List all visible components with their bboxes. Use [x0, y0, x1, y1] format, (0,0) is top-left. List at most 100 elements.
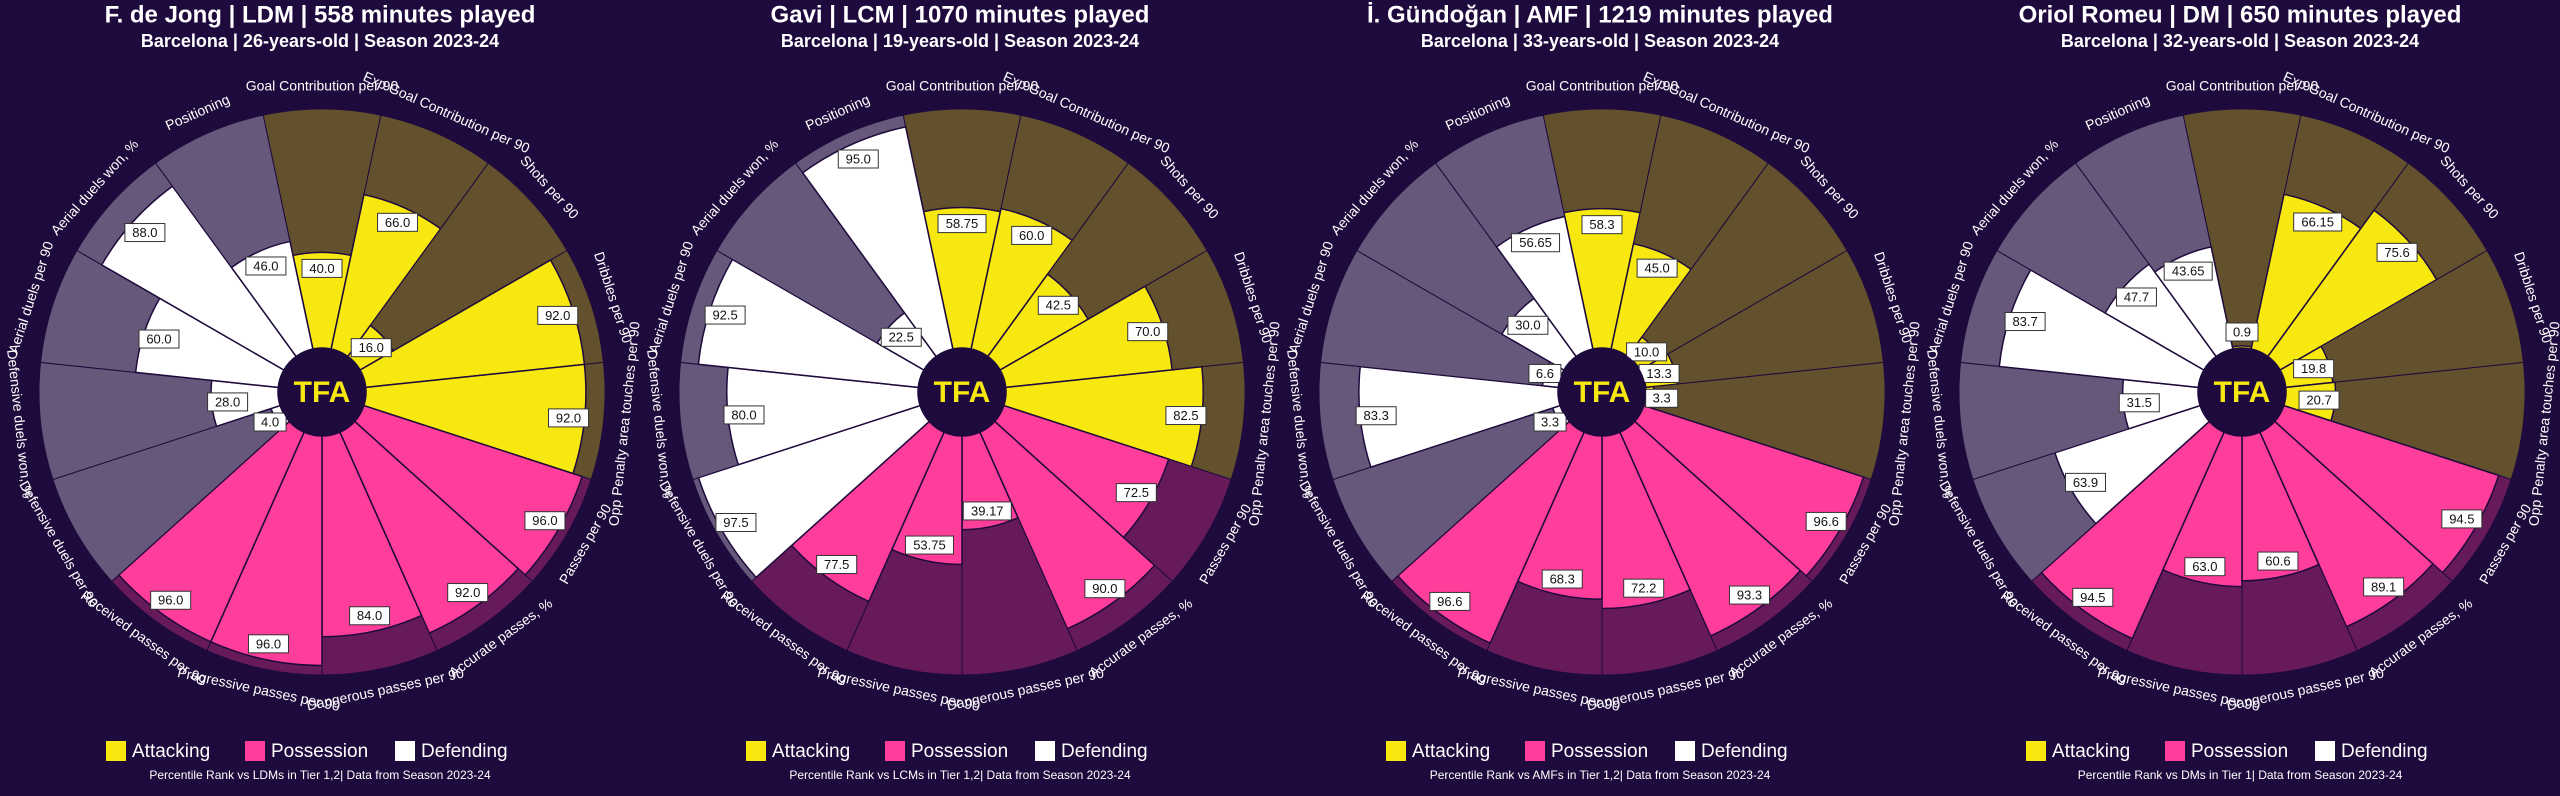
legend-swatch — [885, 741, 905, 761]
value-label: 60.0 — [146, 331, 171, 346]
value-label-group: 72.5 — [1115, 483, 1157, 503]
category-label: Goal Contribution per 90 — [2166, 78, 2319, 94]
value-label: 96.0 — [256, 636, 281, 651]
value-box — [2184, 557, 2226, 577]
category-label: Goal Contribution per 90 — [246, 78, 399, 94]
value-label-group: 82.5 — [1165, 406, 1207, 426]
value-label: 94.5 — [2449, 511, 2474, 526]
value-label: 47.7 — [2124, 289, 2149, 304]
legend-swatch — [746, 741, 766, 761]
value-box — [253, 412, 287, 432]
value-label: 96.0 — [158, 593, 183, 608]
value-label: 13.3 — [1646, 366, 1671, 381]
value-box — [1541, 569, 1583, 589]
legend-swatch — [395, 741, 415, 761]
value-box — [2064, 472, 2106, 492]
value-label-group: 66.15 — [2293, 212, 2343, 232]
value-label: 96.0 — [532, 513, 557, 528]
value-label: 92.5 — [712, 307, 737, 322]
value-label: 40.0 — [309, 261, 334, 276]
value-label: 89.1 — [2371, 579, 2396, 594]
value-label: 92.0 — [545, 308, 570, 323]
legend-label: Attacking — [2052, 741, 2130, 762]
value-box — [350, 338, 392, 358]
value-label-group: 31.5 — [2118, 393, 2160, 413]
value-box — [2225, 322, 2259, 342]
value-label: 63.0 — [2192, 559, 2217, 574]
value-label-group: 68.3 — [1541, 569, 1583, 589]
value-label: 63.9 — [2073, 475, 2098, 490]
value-box — [1507, 315, 1549, 335]
value-box — [1533, 412, 1567, 432]
value-label: 77.5 — [824, 557, 849, 572]
value-box — [2004, 312, 2046, 332]
value-label-group: 92.0 — [447, 583, 489, 603]
value-label-group: 60.0 — [138, 329, 180, 349]
value-label: 96.6 — [1814, 514, 1839, 529]
value-label: 72.5 — [1124, 485, 1149, 500]
value-label-group: 10.0 — [1626, 342, 1668, 362]
value-label-group: 83.3 — [1355, 406, 1397, 426]
value-label: 43.65 — [2172, 264, 2205, 279]
legend-swatch — [1386, 741, 1406, 761]
legend-swatch — [1525, 741, 1545, 761]
legend-swatch — [1035, 741, 1055, 761]
pizza-chart: İ. Gündoğan | AMF | 1219 minutes played B… — [1280, 0, 1920, 796]
value-box — [2257, 551, 2299, 571]
chart-title: Oriol Romeu | DM | 650 minutes played — [2019, 1, 2462, 28]
value-box — [2293, 212, 2343, 232]
chart-title: F. de Jong | LDM | 558 minutes played — [105, 1, 536, 28]
value-label: 75.6 — [2384, 245, 2409, 260]
value-label-group: 3.3 — [1533, 412, 1567, 432]
category-label: Goal Contribution per 90 — [1526, 78, 1679, 94]
value-box — [301, 258, 343, 278]
value-label: 92.0 — [556, 410, 581, 425]
value-label: 3.3 — [1653, 391, 1671, 406]
value-label-group: 42.5 — [1037, 295, 1079, 315]
footnote: Percentile Rank vs LCMs in Tier 1,2| Dat… — [789, 768, 1131, 782]
value-label-group: 92.0 — [548, 408, 590, 428]
value-label-group: 63.9 — [2064, 472, 2106, 492]
chart-subtitle: Barcelona | 32-years-old | Season 2023-2… — [2061, 31, 2419, 51]
value-label-group: 96.0 — [524, 511, 566, 531]
value-box — [1645, 388, 1679, 408]
value-label-group: 77.5 — [816, 555, 858, 575]
value-label-group: 58.75 — [937, 214, 987, 234]
value-label-group: 96.0 — [150, 590, 192, 610]
value-box — [1127, 322, 1169, 342]
value-label: 88.0 — [132, 225, 157, 240]
value-box — [723, 405, 765, 425]
value-box — [245, 256, 287, 276]
value-label-group: 3.3 — [1645, 388, 1679, 408]
value-label: 83.7 — [2012, 314, 2037, 329]
value-label: 3.3 — [1541, 414, 1559, 429]
chart-subtitle: Barcelona | 19-years-old | Season 2023-2… — [781, 31, 1139, 51]
logo: TFA — [2214, 376, 2271, 409]
legend-swatch — [2315, 741, 2335, 761]
value-label-group: 97.5 — [715, 513, 757, 533]
value-label-group: 92.0 — [537, 305, 579, 325]
value-label: 6.6 — [1536, 366, 1554, 381]
value-label: 22.5 — [889, 330, 914, 345]
legend-label: Defending — [421, 741, 508, 762]
value-label: 93.3 — [1737, 587, 1762, 602]
value-label-group: 0.9 — [2225, 322, 2259, 342]
value-label: 68.3 — [1550, 571, 1575, 586]
value-label: 10.0 — [1634, 344, 1659, 359]
chart-title: İ. Gündoğan | AMF | 1219 minutes played — [1367, 1, 1833, 28]
value-label: 4.0 — [261, 414, 279, 429]
value-label-group: 22.5 — [880, 327, 922, 347]
value-box — [349, 606, 391, 626]
value-label-group: 93.3 — [1729, 585, 1771, 605]
value-box — [537, 305, 579, 325]
value-box — [1011, 225, 1053, 245]
value-label-group: 13.3 — [1638, 363, 1680, 383]
value-label-group: 28.0 — [207, 392, 249, 412]
value-label-group: 94.5 — [2072, 587, 2114, 607]
value-label-group: 94.5 — [2441, 509, 2483, 529]
value-label-group: 60.0 — [1011, 225, 1053, 245]
legend-label: Attacking — [772, 741, 850, 762]
chart-subtitle: Barcelona | 33-years-old | Season 2023-2… — [1421, 31, 1779, 51]
legend-label: Attacking — [132, 741, 210, 762]
legend-label: Possession — [2191, 741, 2288, 762]
